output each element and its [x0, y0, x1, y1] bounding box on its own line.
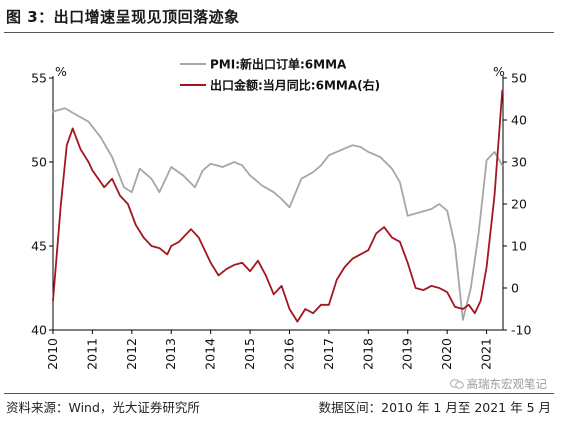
watermark: 高瑞东宏观笔记: [449, 376, 548, 392]
data-range-note: 数据区间：2010 年 1 月至 2021 年 5 月: [318, 400, 551, 415]
legend-label-export: 出口金额:当月同比:6MMA(右): [210, 78, 380, 93]
figure-title: 图 3：出口增速呈现见顶回落迹象: [6, 8, 240, 26]
x-axis-tick-label: 2011: [84, 338, 99, 370]
x-axis-tick-label: 2015: [242, 338, 257, 370]
chart-series: [52, 89, 504, 323]
chart-axes: [52, 76, 504, 331]
series-line-pmi: [52, 107, 504, 321]
footer-divider: [4, 393, 554, 394]
series-line-export: [52, 89, 504, 323]
right-axis-tick-label: 10: [511, 239, 527, 254]
source-note: 资料来源：Wind，光大证券研究所: [6, 400, 200, 415]
right-axis-tick-label: 0: [511, 281, 519, 296]
legend-label-pmi: PMI:新出口订单:6MMA: [210, 57, 347, 72]
chart-legend: PMI:新出口订单:6MMA 出口金额:当月同比:6MMA(右): [180, 57, 380, 93]
left-axis-tick-label: 40: [31, 323, 47, 338]
right-axis-tick-label: -10: [511, 323, 531, 338]
x-axis-tick-label: 2017: [321, 338, 336, 370]
x-axis-tick-label: 2014: [203, 338, 218, 370]
title-divider: [4, 32, 554, 33]
x-axis-tick-label: 2012: [124, 338, 139, 370]
left-axis-tick-label: 45: [31, 239, 47, 254]
right-axis-tick-label: 30: [511, 155, 527, 170]
right-axis-tick-label: 40: [511, 113, 527, 128]
left-axis-unit: %: [55, 64, 67, 79]
watermark-text: 高瑞东宏观笔记: [466, 377, 548, 391]
left-axis-tick-label: 50: [31, 155, 47, 170]
right-axis-tick-label: 20: [511, 197, 527, 212]
right-axis-tick-label: 50: [511, 71, 527, 86]
x-axis-tick-label: 2020: [439, 338, 454, 370]
x-axis-tick-label: 2021: [479, 338, 494, 370]
x-axis-tick-label: 2018: [360, 338, 375, 370]
left-axis-tick-label: 55: [31, 71, 47, 86]
x-axis-tick-label: 2019: [400, 338, 415, 370]
x-axis-tick-label: 2013: [163, 338, 178, 370]
wechat-icon: [449, 379, 464, 389]
x-axis-tick-label: 2016: [281, 338, 296, 370]
right-axis-unit: %: [493, 64, 505, 79]
x-axis-tick-label: 2010: [45, 338, 60, 370]
